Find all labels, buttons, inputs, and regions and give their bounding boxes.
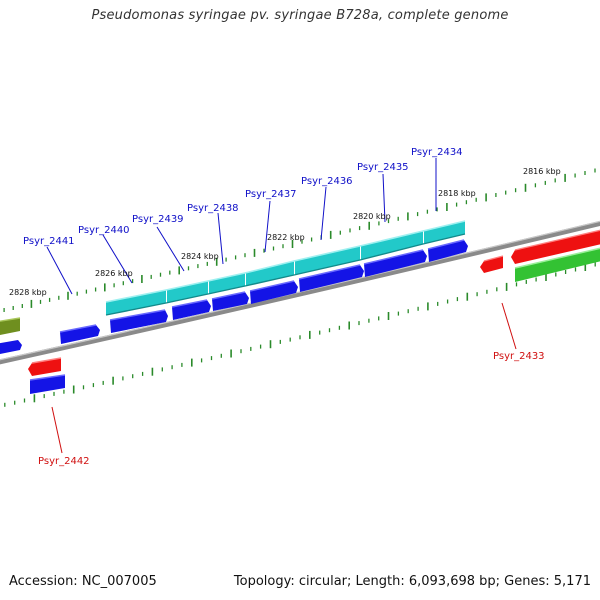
gene-arrow-psyr-2434[interactable] bbox=[428, 240, 468, 262]
red-leader-lines bbox=[51, 302, 517, 454]
genome-summary-text: Topology: circular; Length: 6,093,698 bp… bbox=[233, 574, 591, 589]
reverse-tick-track bbox=[4, 262, 596, 407]
gene-bar-psyr-2440[interactable] bbox=[106, 290, 166, 315]
blue-gene-track bbox=[0, 239, 468, 355]
genome-backbone bbox=[0, 220, 600, 365]
gene-bar-psyr-2435[interactable] bbox=[361, 231, 423, 260]
map-title: Pseudomonas syringae pv. syringae B728a,… bbox=[91, 8, 509, 23]
gene-arrow-psyr-2435[interactable] bbox=[364, 250, 427, 277]
gene-bar-psyr-2436[interactable] bbox=[295, 246, 360, 275]
gene-label-psyr-2435[interactable]: Psyr_2435 bbox=[357, 162, 409, 173]
scale-label-2822: 2822 kbp bbox=[267, 233, 305, 242]
scale-label-2824: 2824 kbp bbox=[181, 252, 219, 261]
gene-bar-psyr-2438[interactable] bbox=[209, 273, 245, 294]
gene-bar-psyr-2439[interactable] bbox=[167, 281, 208, 303]
gene-label-psyr-2438[interactable]: Psyr_2438 bbox=[187, 203, 239, 214]
scale-label-2826: 2826 kbp bbox=[95, 269, 133, 278]
gene-labels: Psyr_2434 Psyr_2435 Psyr_2436 Psyr_2437 … bbox=[23, 147, 545, 467]
accession-text: Accession: NC_007005 bbox=[9, 574, 157, 589]
gene-arrow-psyr-2438[interactable] bbox=[212, 292, 249, 311]
gene-bar-psyr-2437[interactable] bbox=[246, 261, 294, 286]
gene-blue-lower-left[interactable] bbox=[30, 375, 65, 394]
gene-label-psyr-2439[interactable]: Psyr_2439 bbox=[132, 214, 184, 225]
gene-label-psyr-2440[interactable]: Psyr_2440 bbox=[78, 225, 130, 236]
gene-bar-psyr-2434[interactable] bbox=[424, 221, 465, 244]
gene-label-psyr-2434[interactable]: Psyr_2434 bbox=[411, 147, 463, 158]
gene-label-psyr-2441[interactable]: Psyr_2441 bbox=[23, 236, 75, 247]
scale-label-2818: 2818 kbp bbox=[438, 189, 476, 198]
gene-label-psyr-2442[interactable]: Psyr_2442 bbox=[38, 456, 90, 467]
gene-olive-left[interactable] bbox=[0, 318, 20, 336]
gene-arrow-psyr-2440[interactable] bbox=[110, 310, 168, 333]
gene-arrow-psyr-2437[interactable] bbox=[250, 281, 298, 304]
gene-psyr-2433[interactable] bbox=[480, 256, 503, 273]
gene-red-right[interactable] bbox=[511, 228, 600, 264]
gene-arrow-psyr-2439[interactable] bbox=[172, 300, 211, 320]
cyan-gene-track bbox=[105, 220, 466, 316]
gene-arrow-left-2[interactable] bbox=[0, 340, 22, 355]
gene-label-psyr-2433[interactable]: Psyr_2433 bbox=[493, 351, 545, 362]
forward-tick-track bbox=[3, 168, 596, 312]
gene-green-right[interactable] bbox=[515, 246, 600, 282]
gene-label-psyr-2437[interactable]: Psyr_2437 bbox=[245, 189, 297, 200]
gene-arrow-left-1[interactable] bbox=[60, 325, 100, 344]
gene-label-psyr-2436[interactable]: Psyr_2436 bbox=[301, 176, 353, 187]
red-gene-track bbox=[28, 228, 600, 376]
gene-arrow-psyr-2436[interactable] bbox=[299, 265, 364, 292]
scale-label-2820: 2820 kbp bbox=[353, 212, 391, 221]
scale-label-2816: 2816 kbp bbox=[523, 167, 561, 176]
blue-leader-lines bbox=[46, 158, 437, 295]
scale-labels: 2816 kbp 2818 kbp 2820 kbp 2822 kbp 2824… bbox=[9, 167, 561, 297]
scale-label-2828: 2828 kbp bbox=[9, 288, 47, 297]
